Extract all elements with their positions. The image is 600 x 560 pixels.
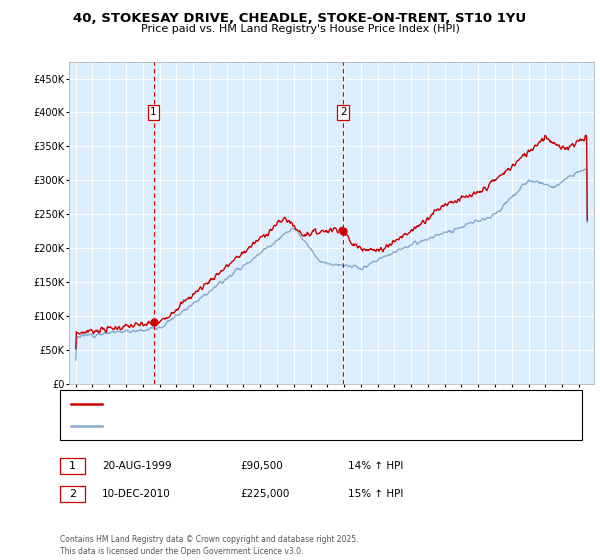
- Text: Price paid vs. HM Land Registry's House Price Index (HPI): Price paid vs. HM Land Registry's House …: [140, 24, 460, 34]
- Text: 14% ↑ HPI: 14% ↑ HPI: [348, 461, 403, 471]
- Text: 2: 2: [340, 108, 346, 118]
- Text: £90,500: £90,500: [240, 461, 283, 471]
- Text: 10-DEC-2010: 10-DEC-2010: [102, 489, 171, 499]
- Text: 20-AUG-1999: 20-AUG-1999: [102, 461, 172, 471]
- Text: HPI: Average price, detached house, Staffordshire Moorlands: HPI: Average price, detached house, Staf…: [109, 422, 385, 431]
- Text: 1: 1: [150, 108, 157, 118]
- Text: £225,000: £225,000: [240, 489, 289, 499]
- Text: 15% ↑ HPI: 15% ↑ HPI: [348, 489, 403, 499]
- Text: 2: 2: [69, 489, 76, 499]
- Text: 40, STOKESAY DRIVE, CHEADLE, STOKE-ON-TRENT, ST10 1YU: 40, STOKESAY DRIVE, CHEADLE, STOKE-ON-TR…: [73, 12, 527, 25]
- Text: 40, STOKESAY DRIVE, CHEADLE, STOKE-ON-TRENT, ST10 1YU (detached house): 40, STOKESAY DRIVE, CHEADLE, STOKE-ON-TR…: [109, 399, 466, 408]
- Text: 1: 1: [69, 461, 76, 471]
- Text: Contains HM Land Registry data © Crown copyright and database right 2025.
This d: Contains HM Land Registry data © Crown c…: [60, 535, 359, 556]
